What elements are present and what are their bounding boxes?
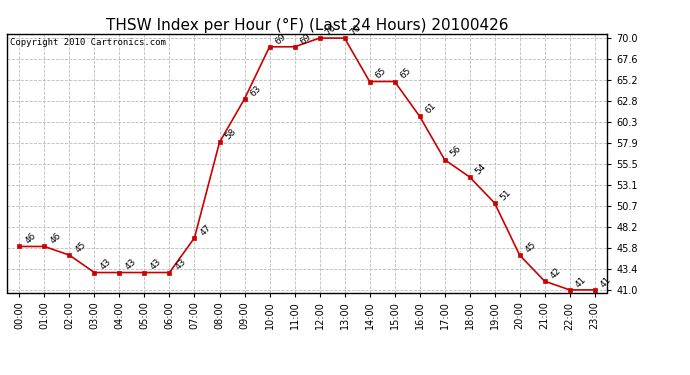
Text: 65: 65 bbox=[399, 66, 413, 81]
Text: 41: 41 bbox=[574, 275, 589, 289]
Text: 45: 45 bbox=[524, 240, 538, 254]
Text: 70: 70 bbox=[348, 23, 363, 38]
Text: 46: 46 bbox=[23, 231, 38, 246]
Text: 47: 47 bbox=[199, 223, 213, 237]
Text: 41: 41 bbox=[599, 275, 613, 289]
Text: 70: 70 bbox=[324, 23, 338, 38]
Title: THSW Index per Hour (°F) (Last 24 Hours) 20100426: THSW Index per Hour (°F) (Last 24 Hours)… bbox=[106, 18, 509, 33]
Text: 69: 69 bbox=[299, 32, 313, 46]
Text: 45: 45 bbox=[74, 240, 88, 254]
Text: 63: 63 bbox=[248, 84, 263, 98]
Text: 58: 58 bbox=[224, 127, 238, 141]
Text: 43: 43 bbox=[148, 257, 163, 272]
Text: 42: 42 bbox=[549, 266, 563, 280]
Text: 46: 46 bbox=[48, 231, 63, 246]
Text: 56: 56 bbox=[448, 144, 463, 159]
Text: 69: 69 bbox=[274, 32, 288, 46]
Text: 43: 43 bbox=[174, 257, 188, 272]
Text: 54: 54 bbox=[474, 162, 489, 176]
Text: 65: 65 bbox=[374, 66, 388, 81]
Text: 51: 51 bbox=[499, 188, 513, 202]
Text: 43: 43 bbox=[99, 257, 113, 272]
Text: Copyright 2010 Cartronics.com: Copyright 2010 Cartronics.com bbox=[10, 38, 166, 46]
Text: 61: 61 bbox=[424, 101, 438, 116]
Text: 43: 43 bbox=[124, 257, 138, 272]
